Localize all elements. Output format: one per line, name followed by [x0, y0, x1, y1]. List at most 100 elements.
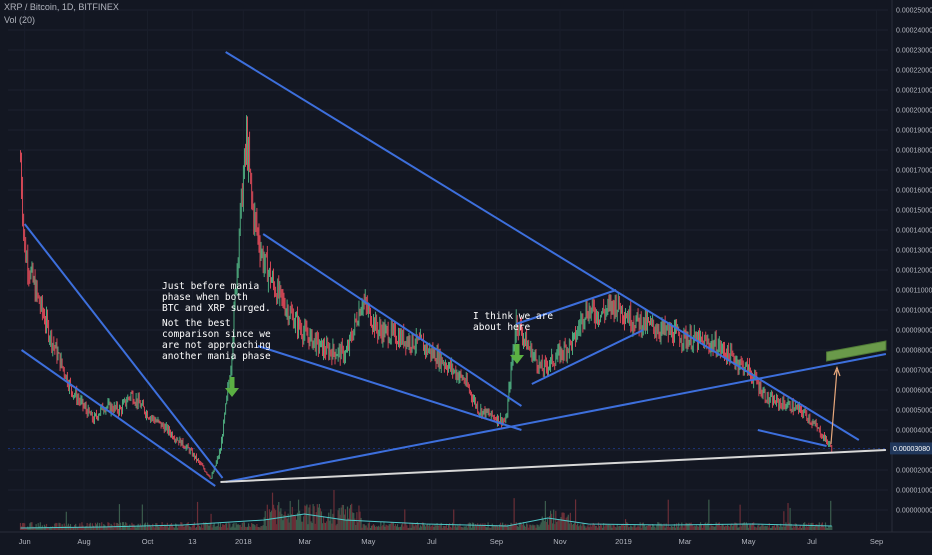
volume-bar — [170, 523, 173, 530]
volume-bar — [274, 508, 276, 530]
volume-bar — [488, 527, 490, 530]
support-line[interactable] — [220, 449, 886, 483]
volume-bar — [340, 507, 342, 530]
volume-bar — [685, 522, 687, 530]
volume-bar — [330, 509, 332, 530]
volume-bar — [326, 521, 328, 530]
volume-bar — [24, 523, 26, 530]
volume-bar — [234, 527, 236, 530]
volume-bar — [790, 523, 792, 530]
volume-bar — [663, 523, 665, 530]
volume-bar — [613, 525, 615, 530]
trendline[interactable] — [225, 353, 887, 483]
green-down-arrow-icon — [510, 344, 524, 364]
volume-bar — [698, 524, 701, 530]
trendline[interactable] — [20, 349, 216, 487]
volume-bar — [152, 523, 154, 530]
volume-bar — [808, 522, 810, 530]
volume-bar — [85, 526, 87, 530]
volume-bar — [370, 525, 373, 530]
volume-bar — [408, 527, 410, 530]
volume-bar — [441, 527, 443, 530]
target-arrow-line[interactable] — [830, 369, 838, 445]
volume-bar — [188, 526, 190, 530]
volume-bar — [548, 515, 551, 530]
volume-bar — [605, 523, 607, 530]
volume-bar — [187, 522, 189, 530]
volume-bar — [634, 524, 636, 530]
volume-bar — [572, 523, 575, 530]
volume-bar — [37, 523, 39, 530]
volume-bar — [621, 524, 624, 530]
volume-bar — [293, 516, 295, 530]
volume-bar — [627, 522, 629, 530]
volume-bar — [585, 527, 587, 530]
volume-bar — [250, 526, 252, 530]
volume-bar — [480, 523, 482, 530]
volume-bar — [355, 524, 357, 530]
volume-bar — [584, 526, 586, 530]
y-tick-label: 0.00006000 — [896, 388, 932, 395]
volume-bar — [713, 526, 715, 530]
volume-bar — [236, 524, 238, 530]
volume-bar — [118, 504, 121, 530]
volume-bar — [612, 524, 614, 530]
trendline[interactable] — [515, 289, 617, 325]
volume-bar — [102, 526, 104, 530]
volume-bar — [754, 526, 756, 530]
volume-bar — [649, 524, 652, 530]
volume-bar — [350, 504, 352, 530]
x-tick-label: Mar — [678, 537, 691, 546]
volume-bar — [134, 526, 136, 530]
volume-bar — [195, 527, 198, 530]
volume-bar — [202, 527, 204, 530]
volume-bar — [205, 522, 207, 530]
volume-bar — [168, 524, 171, 530]
volume-bar — [523, 525, 526, 530]
volume-bar — [803, 522, 805, 530]
volume-bar — [135, 527, 137, 530]
y-tick-label: 0.00009000 — [896, 328, 932, 335]
volume-bar — [279, 511, 281, 530]
trendline[interactable] — [262, 233, 522, 407]
volume-bar — [68, 525, 71, 530]
current-position-annotation: I think we are about here — [473, 311, 554, 333]
y-tick-label: 0.00000000 — [896, 508, 932, 515]
trendline[interactable] — [23, 223, 224, 479]
trendline[interactable] — [257, 345, 522, 431]
volume-bar — [251, 523, 253, 530]
volume-bar — [440, 522, 442, 530]
volume-bar — [368, 522, 370, 530]
volume-bar — [823, 527, 826, 530]
volume-bar — [674, 527, 677, 530]
target-zone-box[interactable] — [826, 340, 887, 362]
volume-bar — [67, 523, 70, 530]
volume-bar — [811, 522, 813, 530]
volume-bar — [285, 515, 287, 530]
volume-bar — [316, 504, 318, 530]
trendline[interactable] — [531, 329, 644, 385]
volume-bar — [527, 524, 529, 530]
volume-bar — [797, 527, 800, 530]
volume-bar — [129, 524, 131, 530]
volume-bar — [154, 527, 156, 530]
volume-bar — [383, 522, 385, 530]
x-tick-label: 13 — [188, 537, 196, 546]
volume-bar — [252, 523, 254, 530]
volume-bar — [58, 522, 60, 530]
volume-bar — [773, 525, 776, 530]
volume-bar — [796, 526, 798, 530]
trendline[interactable] — [225, 51, 860, 441]
volume-bar — [509, 525, 511, 530]
volume-bar — [653, 524, 655, 530]
trendline[interactable] — [757, 429, 827, 447]
volume-bar — [60, 526, 62, 530]
volume-bar — [831, 525, 833, 530]
volume-bar — [690, 522, 692, 530]
volume-bar — [328, 512, 330, 530]
volume-bar — [367, 523, 369, 530]
volume-bar — [553, 509, 555, 530]
volume-bar — [492, 525, 494, 530]
